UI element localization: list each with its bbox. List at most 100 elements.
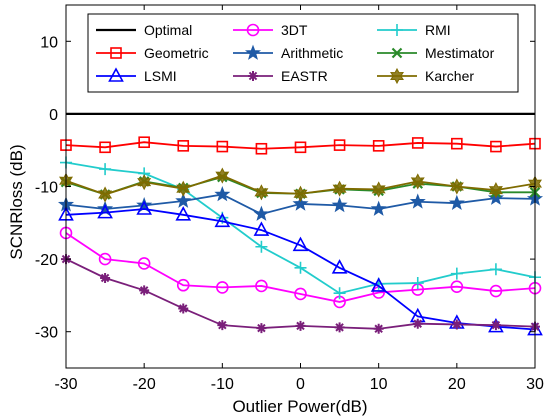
y-tick-label: -30 <box>35 325 58 342</box>
x-tick-label: 30 <box>526 376 544 393</box>
series-rmi <box>60 156 541 300</box>
data-point-lsmi <box>331 259 348 274</box>
legend-marker-arithmetic <box>244 44 262 60</box>
legend-label-mestimator: Mestimator <box>425 45 495 61</box>
x-tick-label: -10 <box>211 376 234 393</box>
data-point-karcher <box>98 186 113 203</box>
legend-marker-mestimator <box>391 47 403 59</box>
legend-item-lsmi: LSMI <box>96 67 177 84</box>
y-tick-label: 10 <box>40 34 58 51</box>
data-point-eastr <box>373 323 384 334</box>
data-point-arithmetic <box>253 205 270 221</box>
data-point-rmi <box>255 240 268 253</box>
data-point-karcher <box>254 184 269 201</box>
legend-label-lsmi: LSMI <box>144 68 177 84</box>
legend-marker-karcher <box>390 67 404 85</box>
data-point-karcher <box>176 180 191 197</box>
data-point-arithmetic <box>175 192 192 208</box>
data-point-rmi <box>99 163 112 176</box>
legend-box <box>87 13 519 93</box>
data-point-eastr <box>412 318 423 329</box>
data-point-arithmetic <box>448 194 465 211</box>
data-point-geometric <box>294 141 307 154</box>
x-tick-label: 0 <box>296 376 305 393</box>
y-axis-label: SCNRloss (dB) <box>7 144 26 259</box>
data-point-eastr <box>334 322 345 333</box>
data-point-geometric <box>255 142 268 155</box>
y-tick-label: -10 <box>35 180 58 197</box>
series-line-3dt <box>65 232 536 303</box>
data-point-rmi <box>450 267 463 280</box>
data-point-arithmetic <box>409 193 426 209</box>
axes-layer: -30 -20 -10 0 10 20 30 10 0 -10 -20 -30 <box>35 4 544 393</box>
data-point-lsmi <box>292 236 309 252</box>
legend-item-rmi: RMI <box>377 22 451 38</box>
data-point-eastr <box>295 320 306 331</box>
legend-item-optimal: Optimal <box>96 22 192 38</box>
data-point-geometric <box>333 139 346 151</box>
data-point-karcher <box>410 173 425 190</box>
data-point-geometric <box>99 141 111 154</box>
data-point-eastr <box>256 323 267 334</box>
data-point-eastr <box>139 285 150 296</box>
data-point-3dt <box>137 257 151 270</box>
data-point-arithmetic <box>292 195 309 211</box>
data-point-eastr <box>100 272 111 283</box>
legend-label-eastr: EASTR <box>281 68 328 84</box>
legend-item-eastr: EASTR <box>233 68 328 84</box>
legend-item-geometric: Geometric <box>96 45 209 61</box>
data-point-geometric <box>451 137 463 150</box>
x-tick-label: 20 <box>448 376 466 393</box>
data-point-3dt <box>255 279 268 293</box>
data-point-lsmi <box>214 212 231 228</box>
data-point-rmi <box>489 263 502 276</box>
legend-label-arithmetic: Arithmetic <box>281 45 343 61</box>
legend-label-rmi: RMI <box>425 22 451 38</box>
data-point-geometric <box>490 140 502 153</box>
legend-label-optimal: Optimal <box>144 22 192 38</box>
data-point-rmi <box>411 277 424 290</box>
x-axis-label: Outlier Power(dB) <box>232 397 367 416</box>
data-point-arithmetic <box>331 196 348 213</box>
data-point-lsmi <box>136 200 153 215</box>
data-point-lsmi <box>175 206 192 221</box>
series-layer <box>57 112 544 336</box>
plot-frame <box>65 4 536 369</box>
y-tick-label: -20 <box>35 252 58 269</box>
data-point-lsmi <box>97 203 113 219</box>
legend-marker-lsmi <box>108 67 124 82</box>
data-point-rmi <box>333 287 346 300</box>
data-point-karcher <box>137 174 152 191</box>
data-point-karcher <box>371 181 386 198</box>
data-point-lsmi <box>370 277 387 292</box>
data-point-eastr <box>217 320 228 331</box>
data-point-3dt <box>98 252 112 266</box>
x-tick-label: 10 <box>370 376 388 393</box>
y-tick-label: 0 <box>49 107 58 124</box>
legend-marker-geometric <box>110 47 122 59</box>
legend-label-karcher: Karcher <box>425 68 474 84</box>
legend-label-geometric: Geometric <box>144 45 209 61</box>
data-point-karcher <box>449 178 464 195</box>
series-line-geometric <box>65 141 536 150</box>
data-point-arithmetic <box>214 186 231 202</box>
legend-item-3dt: 3DT <box>233 22 308 38</box>
legend: Optimal 3DT RMI Geometric Arithmetic Mestimat… <box>87 13 519 93</box>
data-point-3dt <box>216 281 229 294</box>
data-point-rmi <box>294 261 307 274</box>
legend-marker-eastr <box>248 71 258 81</box>
data-point-eastr <box>490 320 501 331</box>
data-point-geometric <box>177 140 190 152</box>
legend-marker-3dt <box>246 23 260 37</box>
data-point-3dt <box>450 280 464 293</box>
legend-item-karcher: Karcher <box>377 67 474 85</box>
legend-marker-rmi <box>391 24 403 36</box>
data-point-3dt <box>294 287 307 301</box>
data-point-karcher <box>215 167 230 184</box>
data-point-karcher <box>488 182 503 199</box>
data-point-karcher <box>293 185 308 202</box>
data-point-karcher <box>332 180 347 197</box>
data-point-eastr <box>451 319 462 330</box>
x-tick-label: -30 <box>54 376 77 393</box>
